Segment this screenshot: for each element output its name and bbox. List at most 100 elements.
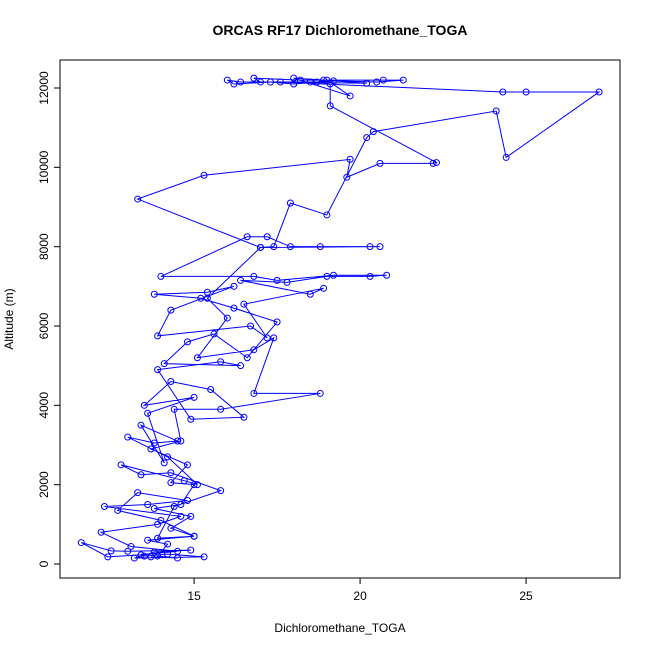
data-point <box>167 479 175 487</box>
data-point <box>320 284 328 292</box>
data-point <box>316 243 324 251</box>
data-point <box>154 366 162 374</box>
data-point <box>160 459 168 467</box>
data-point <box>323 272 331 280</box>
data-point <box>286 199 294 207</box>
data-point <box>193 481 201 489</box>
data-point <box>230 282 238 290</box>
data-point <box>369 128 377 136</box>
data-line <box>81 77 601 559</box>
data-point <box>250 389 258 397</box>
data-point <box>107 547 115 555</box>
data-point <box>316 389 324 397</box>
data-point <box>522 88 530 96</box>
data-point <box>263 233 271 241</box>
data-point <box>150 504 158 512</box>
data-point <box>217 487 225 495</box>
data-point <box>187 546 195 554</box>
data-point <box>187 415 195 423</box>
data-point <box>187 512 195 520</box>
data-point <box>363 79 371 87</box>
data-point <box>174 437 182 445</box>
data-point <box>263 334 271 342</box>
data-point <box>595 88 603 96</box>
data-point <box>124 547 132 555</box>
y-axis-label: Altitude (m) <box>2 288 16 349</box>
data-point <box>100 502 108 510</box>
data-point <box>177 500 185 508</box>
x-axis-label: Dichloromethane_TOGA <box>274 621 405 635</box>
y-tick-label: 8000 <box>37 233 51 260</box>
data-point <box>140 401 148 409</box>
data-point <box>170 405 178 413</box>
data-point <box>432 159 440 167</box>
data-point <box>286 243 294 251</box>
data-point <box>502 153 510 161</box>
data-point <box>250 74 258 82</box>
data-point <box>193 354 201 362</box>
data-point <box>379 76 387 84</box>
data-point <box>114 506 122 514</box>
data-point <box>363 134 371 142</box>
data-point <box>183 497 191 505</box>
data-point <box>492 107 500 115</box>
data-point <box>376 243 384 251</box>
data-point <box>164 550 172 558</box>
data-point <box>217 358 225 366</box>
data-point <box>330 77 338 85</box>
data-point <box>243 354 251 362</box>
data-point <box>190 481 198 489</box>
data-point <box>383 271 391 279</box>
data-point <box>130 554 138 562</box>
data-point <box>320 76 328 84</box>
data-point <box>210 330 218 338</box>
data-point <box>150 290 158 298</box>
data-point <box>207 385 215 393</box>
data-point <box>346 92 354 100</box>
x-tick-label: 25 <box>519 589 533 603</box>
data-point <box>97 528 105 536</box>
data-point <box>256 243 264 251</box>
data-point <box>250 346 258 354</box>
data-point <box>190 393 198 401</box>
data-point <box>203 294 211 302</box>
data-point <box>147 445 155 453</box>
data-point <box>223 76 231 84</box>
data-point <box>283 278 291 286</box>
data-point <box>197 294 205 302</box>
data-point <box>167 378 175 386</box>
data-point <box>200 171 208 179</box>
data-point <box>376 159 384 167</box>
data-point <box>366 243 374 251</box>
data-point <box>330 271 338 279</box>
data-point <box>124 433 132 441</box>
data-point <box>144 409 152 417</box>
data-point <box>127 543 135 551</box>
data-point <box>237 276 245 284</box>
data-point <box>77 539 85 547</box>
y-tick-label: 6000 <box>37 312 51 339</box>
data-point <box>323 76 331 84</box>
data-point <box>223 314 231 322</box>
data-point <box>273 276 281 284</box>
data-point <box>150 439 158 447</box>
data-point <box>276 78 284 86</box>
data-point <box>174 547 182 555</box>
data-point <box>296 76 304 84</box>
data-point <box>177 437 185 445</box>
data-point <box>190 532 198 540</box>
data-point <box>429 159 437 167</box>
data-point <box>147 553 155 561</box>
data-point <box>217 405 225 413</box>
data-point <box>399 76 407 84</box>
data-point <box>266 78 274 86</box>
data-point <box>137 551 145 559</box>
data-point <box>237 362 245 370</box>
plot-box <box>59 59 621 579</box>
data-point <box>230 304 238 312</box>
data-point <box>160 360 168 368</box>
data-point <box>499 88 507 96</box>
data-point <box>167 524 175 532</box>
data-point <box>247 322 255 330</box>
data-point <box>177 512 185 520</box>
